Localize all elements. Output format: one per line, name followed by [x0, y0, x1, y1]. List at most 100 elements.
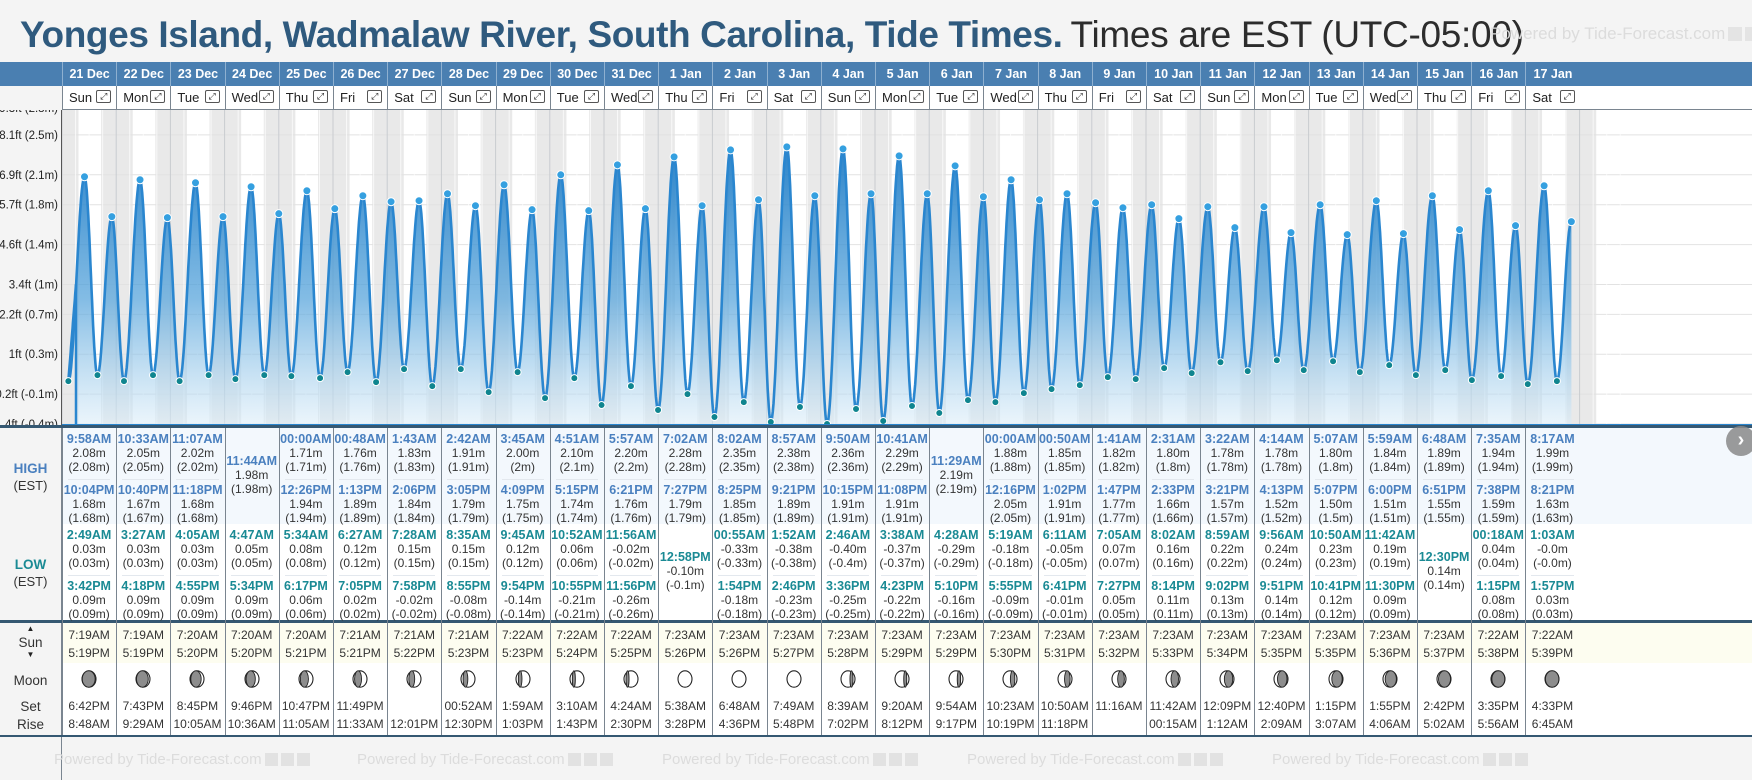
high-tide-marker[interactable]: [1034, 195, 1044, 205]
high-tide-marker[interactable]: [810, 191, 820, 201]
high-tide-marker[interactable]: [584, 206, 594, 216]
high-tide-marker[interactable]: [358, 191, 368, 201]
low-tide-marker[interactable]: [1187, 369, 1196, 378]
low-tide-marker[interactable]: [372, 378, 381, 387]
high-tide-marker[interactable]: [556, 170, 566, 180]
low-tide-marker[interactable]: [1103, 373, 1112, 382]
high-tide-marker[interactable]: [1230, 223, 1240, 233]
expand-day-button[interactable]: ⤢: [1559, 90, 1575, 103]
high-tide-marker[interactable]: [1118, 203, 1128, 213]
high-tide-marker[interactable]: [135, 175, 145, 185]
low-tide-marker[interactable]: [795, 403, 804, 412]
high-tide-marker[interactable]: [1371, 196, 1381, 206]
high-tide-marker[interactable]: [1147, 200, 1157, 210]
expand-day-button[interactable]: ⤢: [638, 90, 654, 103]
low-tide-marker[interactable]: [1160, 364, 1169, 373]
expand-day-button[interactable]: ⤢: [746, 90, 762, 103]
high-tide-marker[interactable]: [782, 142, 792, 152]
low-tide-marker[interactable]: [541, 394, 550, 403]
low-tide-marker[interactable]: [1329, 357, 1338, 366]
low-tide-marker[interactable]: [1019, 389, 1028, 398]
low-tide-marker[interactable]: [654, 406, 663, 415]
low-tide-marker[interactable]: [963, 396, 972, 405]
low-tide-marker[interactable]: [1047, 385, 1056, 394]
high-tide-marker[interactable]: [1286, 228, 1296, 238]
high-tide-marker[interactable]: [386, 197, 396, 207]
low-tide-marker[interactable]: [879, 417, 888, 426]
low-tide-marker[interactable]: [231, 375, 240, 384]
low-tide-marker[interactable]: [1467, 376, 1476, 385]
high-tide-marker[interactable]: [470, 201, 480, 211]
high-tide-marker[interactable]: [162, 213, 172, 223]
high-tide-marker[interactable]: [1203, 202, 1213, 212]
low-tide-marker[interactable]: [287, 372, 296, 381]
low-tide-marker[interactable]: [1385, 361, 1394, 370]
high-tide-marker[interactable]: [1398, 229, 1408, 239]
high-tide-marker[interactable]: [330, 204, 340, 214]
expand-day-button[interactable]: ⤢: [1071, 90, 1087, 103]
low-tide-marker[interactable]: [626, 382, 635, 391]
low-tide-marker[interactable]: [683, 390, 692, 399]
expand-day-button[interactable]: ⤢: [583, 90, 599, 103]
low-tide-marker[interactable]: [1299, 366, 1308, 375]
expand-day-button[interactable]: ⤢: [1288, 90, 1304, 103]
high-tide-marker[interactable]: [754, 195, 764, 205]
low-tide-marker[interactable]: [119, 377, 128, 386]
expand-day-button[interactable]: ⤢: [854, 90, 870, 103]
low-tide-marker[interactable]: [175, 377, 184, 386]
expand-day-button[interactable]: ⤢: [800, 90, 816, 103]
expand-day-button[interactable]: ⤢: [1125, 90, 1141, 103]
high-tide-marker[interactable]: [414, 196, 424, 206]
high-tide-marker[interactable]: [1174, 214, 1184, 224]
expand-day-button[interactable]: ⤢: [1451, 90, 1467, 103]
expand-day-button[interactable]: ⤢: [909, 90, 925, 103]
high-tide-marker[interactable]: [1539, 181, 1549, 191]
expand-day-button[interactable]: ⤢: [421, 90, 437, 103]
expand-day-button[interactable]: ⤢: [1234, 90, 1250, 103]
high-tide-marker[interactable]: [442, 189, 452, 199]
high-tide-marker[interactable]: [669, 152, 679, 162]
low-tide-marker[interactable]: [1355, 368, 1364, 377]
expand-day-button[interactable]: ⤢: [963, 90, 979, 103]
expand-day-button[interactable]: ⤢: [475, 90, 491, 103]
expand-day-button[interactable]: ⤢: [204, 90, 220, 103]
high-tide-marker[interactable]: [1483, 186, 1493, 196]
low-tide-marker[interactable]: [570, 374, 579, 383]
low-tide-marker[interactable]: [1216, 358, 1225, 367]
low-tide-marker[interactable]: [1552, 377, 1561, 386]
low-tide-marker[interactable]: [93, 371, 102, 380]
low-tide-marker[interactable]: [484, 388, 493, 397]
low-tide-marker[interactable]: [1075, 381, 1084, 390]
high-tide-marker[interactable]: [1091, 198, 1101, 208]
high-tide-marker[interactable]: [726, 145, 736, 155]
high-tide-marker[interactable]: [274, 209, 284, 219]
expand-day-button[interactable]: ⤢: [96, 90, 112, 103]
high-tide-marker[interactable]: [1006, 175, 1016, 185]
high-tide-marker[interactable]: [107, 212, 117, 222]
high-tide-marker[interactable]: [527, 205, 537, 215]
low-tide-marker[interactable]: [316, 374, 325, 383]
high-tide-marker[interactable]: [191, 178, 201, 188]
high-tide-marker[interactable]: [978, 192, 988, 202]
low-tide-marker[interactable]: [428, 382, 437, 391]
low-tide-marker[interactable]: [597, 401, 606, 410]
high-tide-marker[interactable]: [499, 180, 509, 190]
high-tide-marker[interactable]: [697, 201, 707, 211]
low-tide-marker[interactable]: [935, 409, 944, 418]
low-tide-marker[interactable]: [400, 365, 409, 374]
low-tide-marker[interactable]: [1131, 375, 1140, 384]
expand-day-button[interactable]: ⤢: [1396, 90, 1412, 103]
low-tide-marker[interactable]: [991, 398, 1000, 407]
high-tide-marker[interactable]: [218, 212, 228, 222]
expand-day-button[interactable]: ⤢: [1342, 90, 1358, 103]
expand-day-button[interactable]: ⤢: [1180, 90, 1196, 103]
low-tide-marker[interactable]: [1441, 366, 1450, 375]
low-tide-marker[interactable]: [1497, 372, 1506, 381]
low-tide-marker[interactable]: [260, 371, 269, 380]
low-tide-marker[interactable]: [1411, 371, 1420, 380]
high-tide-marker[interactable]: [866, 189, 876, 199]
high-tide-marker[interactable]: [80, 172, 90, 182]
high-tide-marker[interactable]: [1566, 217, 1576, 227]
high-tide-marker[interactable]: [1342, 230, 1352, 240]
low-tide-marker[interactable]: [739, 398, 748, 407]
